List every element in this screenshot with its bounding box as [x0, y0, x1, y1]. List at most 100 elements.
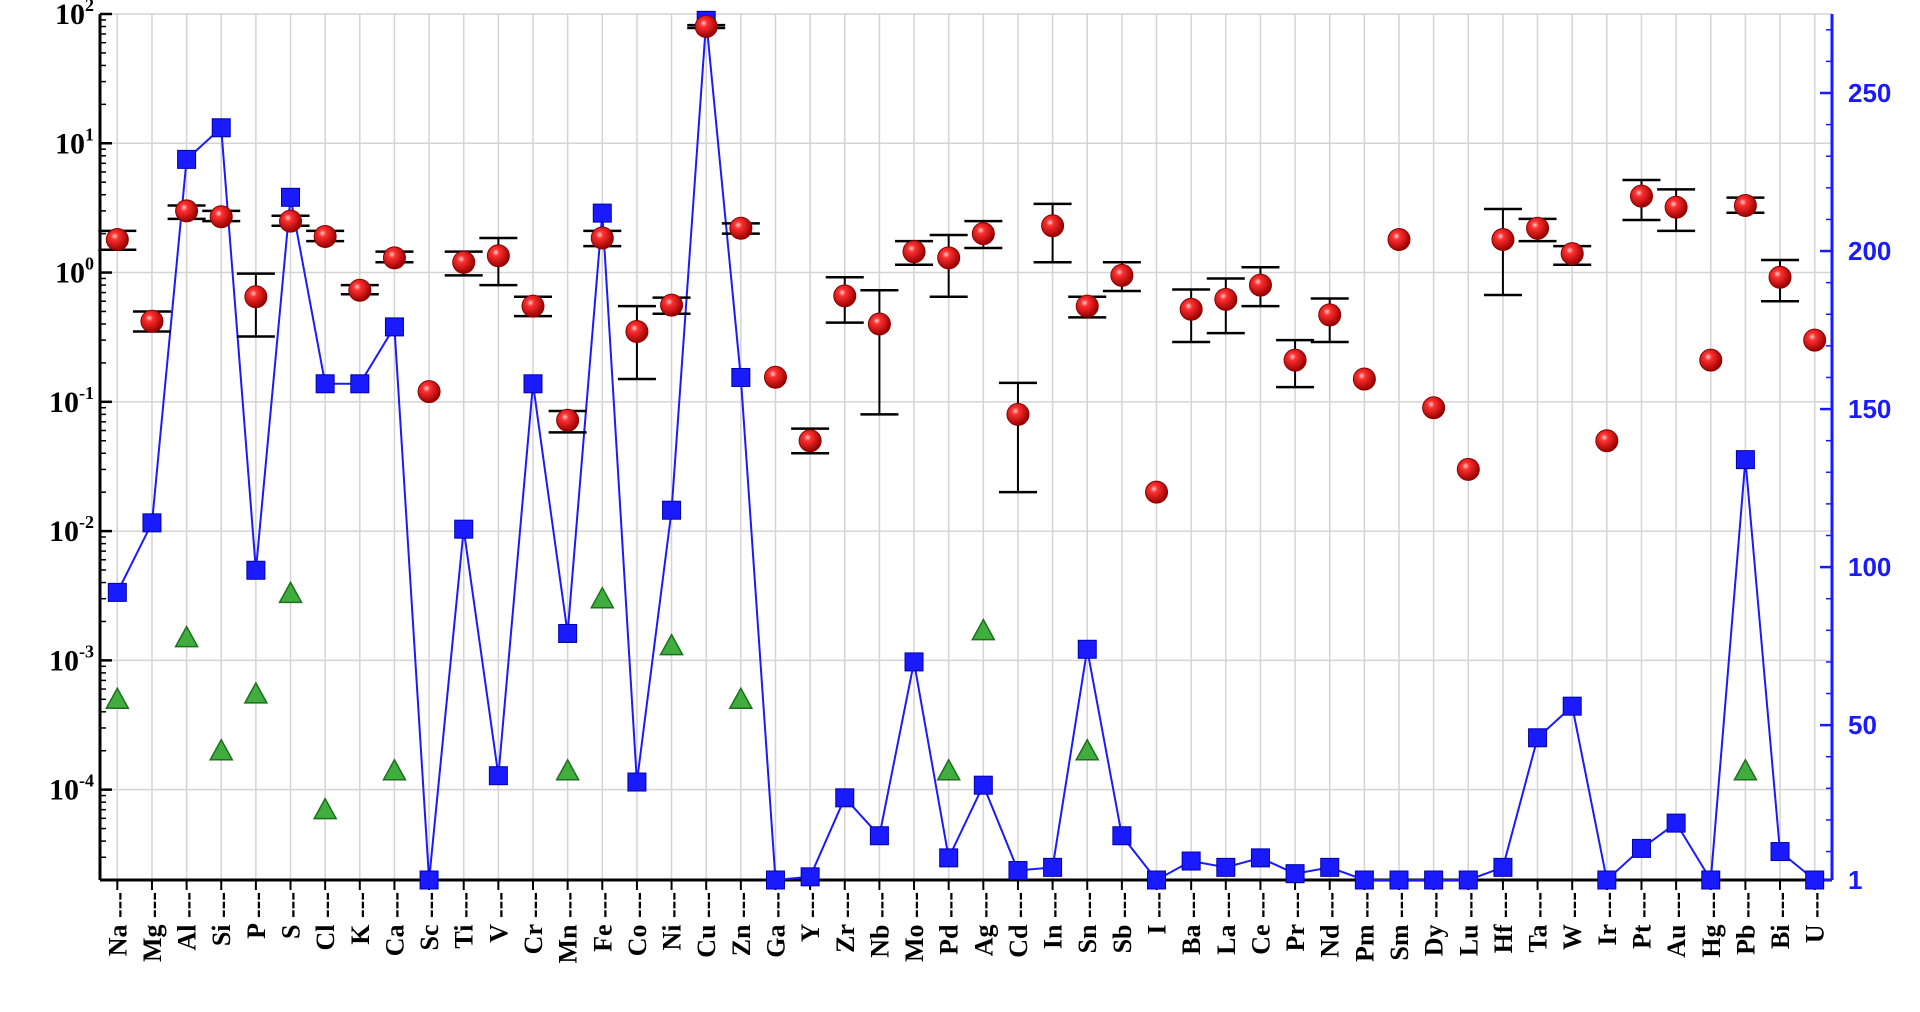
red-sphere-point — [1145, 480, 1169, 504]
red-sphere-point — [1664, 195, 1688, 219]
red-sphere-point — [937, 246, 961, 270]
green-triangle-point — [174, 625, 199, 648]
right-tick-label: 200 — [1848, 236, 1891, 266]
x-category-label: Na --- — [103, 892, 132, 956]
red-sphere-point — [382, 246, 406, 270]
x-category-label: Mo --- — [900, 892, 929, 962]
blue-square-point — [384, 317, 404, 337]
blue-square-point — [1458, 870, 1478, 890]
x-category-label: Ni --- — [658, 892, 687, 950]
x-category-label: Ir --- — [1593, 892, 1622, 946]
x-category-label: Co --- — [623, 892, 652, 956]
blue-square-point — [558, 623, 578, 643]
x-category-label: Pd --- — [935, 892, 964, 955]
green-triangle-point — [971, 618, 996, 641]
blue-square-point — [904, 652, 924, 672]
x-category-label: S --- — [277, 892, 306, 939]
blue-square-point — [1147, 870, 1167, 890]
red-sphere-point — [971, 222, 995, 246]
label-layer: 10210110010-110-210-310-4150100150200250… — [49, 0, 1891, 963]
green-triangle-point — [243, 681, 269, 704]
green-triangle-point — [728, 686, 754, 710]
red-sphere-point — [244, 285, 268, 309]
red-sphere-point — [1422, 396, 1446, 420]
blue-square-point — [315, 374, 335, 394]
x-category-label: Sm --- — [1385, 892, 1414, 961]
red-sphere-point — [1629, 184, 1653, 208]
x-category-label: Ba --- — [1177, 892, 1206, 955]
blue-square-point — [1805, 870, 1825, 890]
blue-square-point — [1112, 826, 1132, 846]
x-category-label: I --- — [1143, 892, 1172, 935]
green-triangle-point — [936, 758, 961, 781]
red-sphere-point — [1803, 328, 1827, 352]
red-sphere-point — [1318, 303, 1342, 327]
green-triangle-point — [590, 586, 615, 609]
red-sphere-point — [1387, 228, 1411, 252]
x-category-label: Hf --- — [1489, 892, 1518, 953]
blue-square-point — [1320, 857, 1340, 877]
red-sphere-point — [348, 278, 372, 302]
red-sphere-point — [1041, 214, 1065, 238]
x-category-label: Ti --- — [450, 892, 479, 949]
blue-square-point — [939, 848, 959, 868]
blue-square-point — [1181, 851, 1201, 871]
blue-square-point — [523, 374, 543, 394]
x-category-label: Bi --- — [1766, 892, 1795, 949]
x-category-label: Hg --- — [1697, 892, 1726, 958]
x-category-label: Sc --- — [415, 892, 444, 950]
x-category-label: W --- — [1558, 892, 1587, 950]
x-category-label: Cr --- — [519, 892, 548, 954]
green-triangle-point — [555, 758, 580, 781]
red-sphere-point — [1248, 273, 1272, 297]
blue-square-point — [662, 500, 682, 520]
x-category-label: Ta --- — [1524, 892, 1553, 952]
blue-square-point — [177, 149, 197, 169]
x-category-label: La --- — [1212, 892, 1241, 955]
left-tick-label: 10-4 — [49, 771, 94, 807]
blue-square-point — [1597, 870, 1617, 890]
blue-square-point — [627, 772, 647, 792]
red-sphere-point — [902, 240, 926, 264]
red-sphere-point — [1526, 216, 1550, 240]
green-triangle-point — [659, 633, 684, 656]
x-category-label: Ga --- — [761, 892, 790, 958]
x-category-label: Pb --- — [1731, 892, 1760, 955]
blue-square-point — [1389, 870, 1409, 890]
blue-square-point — [1216, 857, 1236, 877]
red-sphere-point — [1560, 242, 1584, 266]
x-category-label: P --- — [242, 892, 271, 939]
red-sphere-point — [660, 293, 684, 317]
green-triangle-point — [208, 738, 234, 761]
blue-square-point — [488, 766, 508, 786]
blue-square-point — [107, 582, 127, 602]
x-category-label: Nd --- — [1316, 892, 1345, 958]
x-category-label: Ca --- — [380, 892, 409, 956]
blue-square-point — [800, 867, 820, 887]
blue-square-point — [1043, 857, 1063, 877]
right-tick-label: 150 — [1848, 394, 1891, 424]
blue-square-point — [1770, 842, 1790, 862]
blue-square-point — [869, 826, 889, 846]
x-category-label: Pm --- — [1350, 892, 1379, 962]
green-series-layer — [105, 580, 1758, 820]
x-category-label: U --- — [1801, 892, 1830, 943]
red-sphere-point — [279, 209, 303, 233]
right-tick-label: 100 — [1848, 552, 1891, 582]
green-triangle-point — [1074, 738, 1100, 761]
x-category-label: Ce --- — [1246, 892, 1275, 955]
x-category-label: Zn --- — [727, 892, 756, 956]
x-category-label: Sb --- — [1108, 892, 1137, 953]
red-sphere-point — [175, 199, 199, 223]
red-sphere-point — [313, 225, 337, 249]
x-category-label: V --- — [484, 892, 513, 943]
red-sphere-point — [1699, 348, 1723, 372]
x-category-label: Lu --- — [1454, 892, 1483, 956]
x-category-label: Si --- — [207, 892, 236, 946]
red-sphere-point — [833, 284, 857, 308]
blue-square-point — [765, 870, 785, 890]
red-sphere-point — [1491, 228, 1515, 252]
x-category-label: Zr --- — [831, 892, 860, 953]
red-sphere-point — [1214, 287, 1238, 311]
